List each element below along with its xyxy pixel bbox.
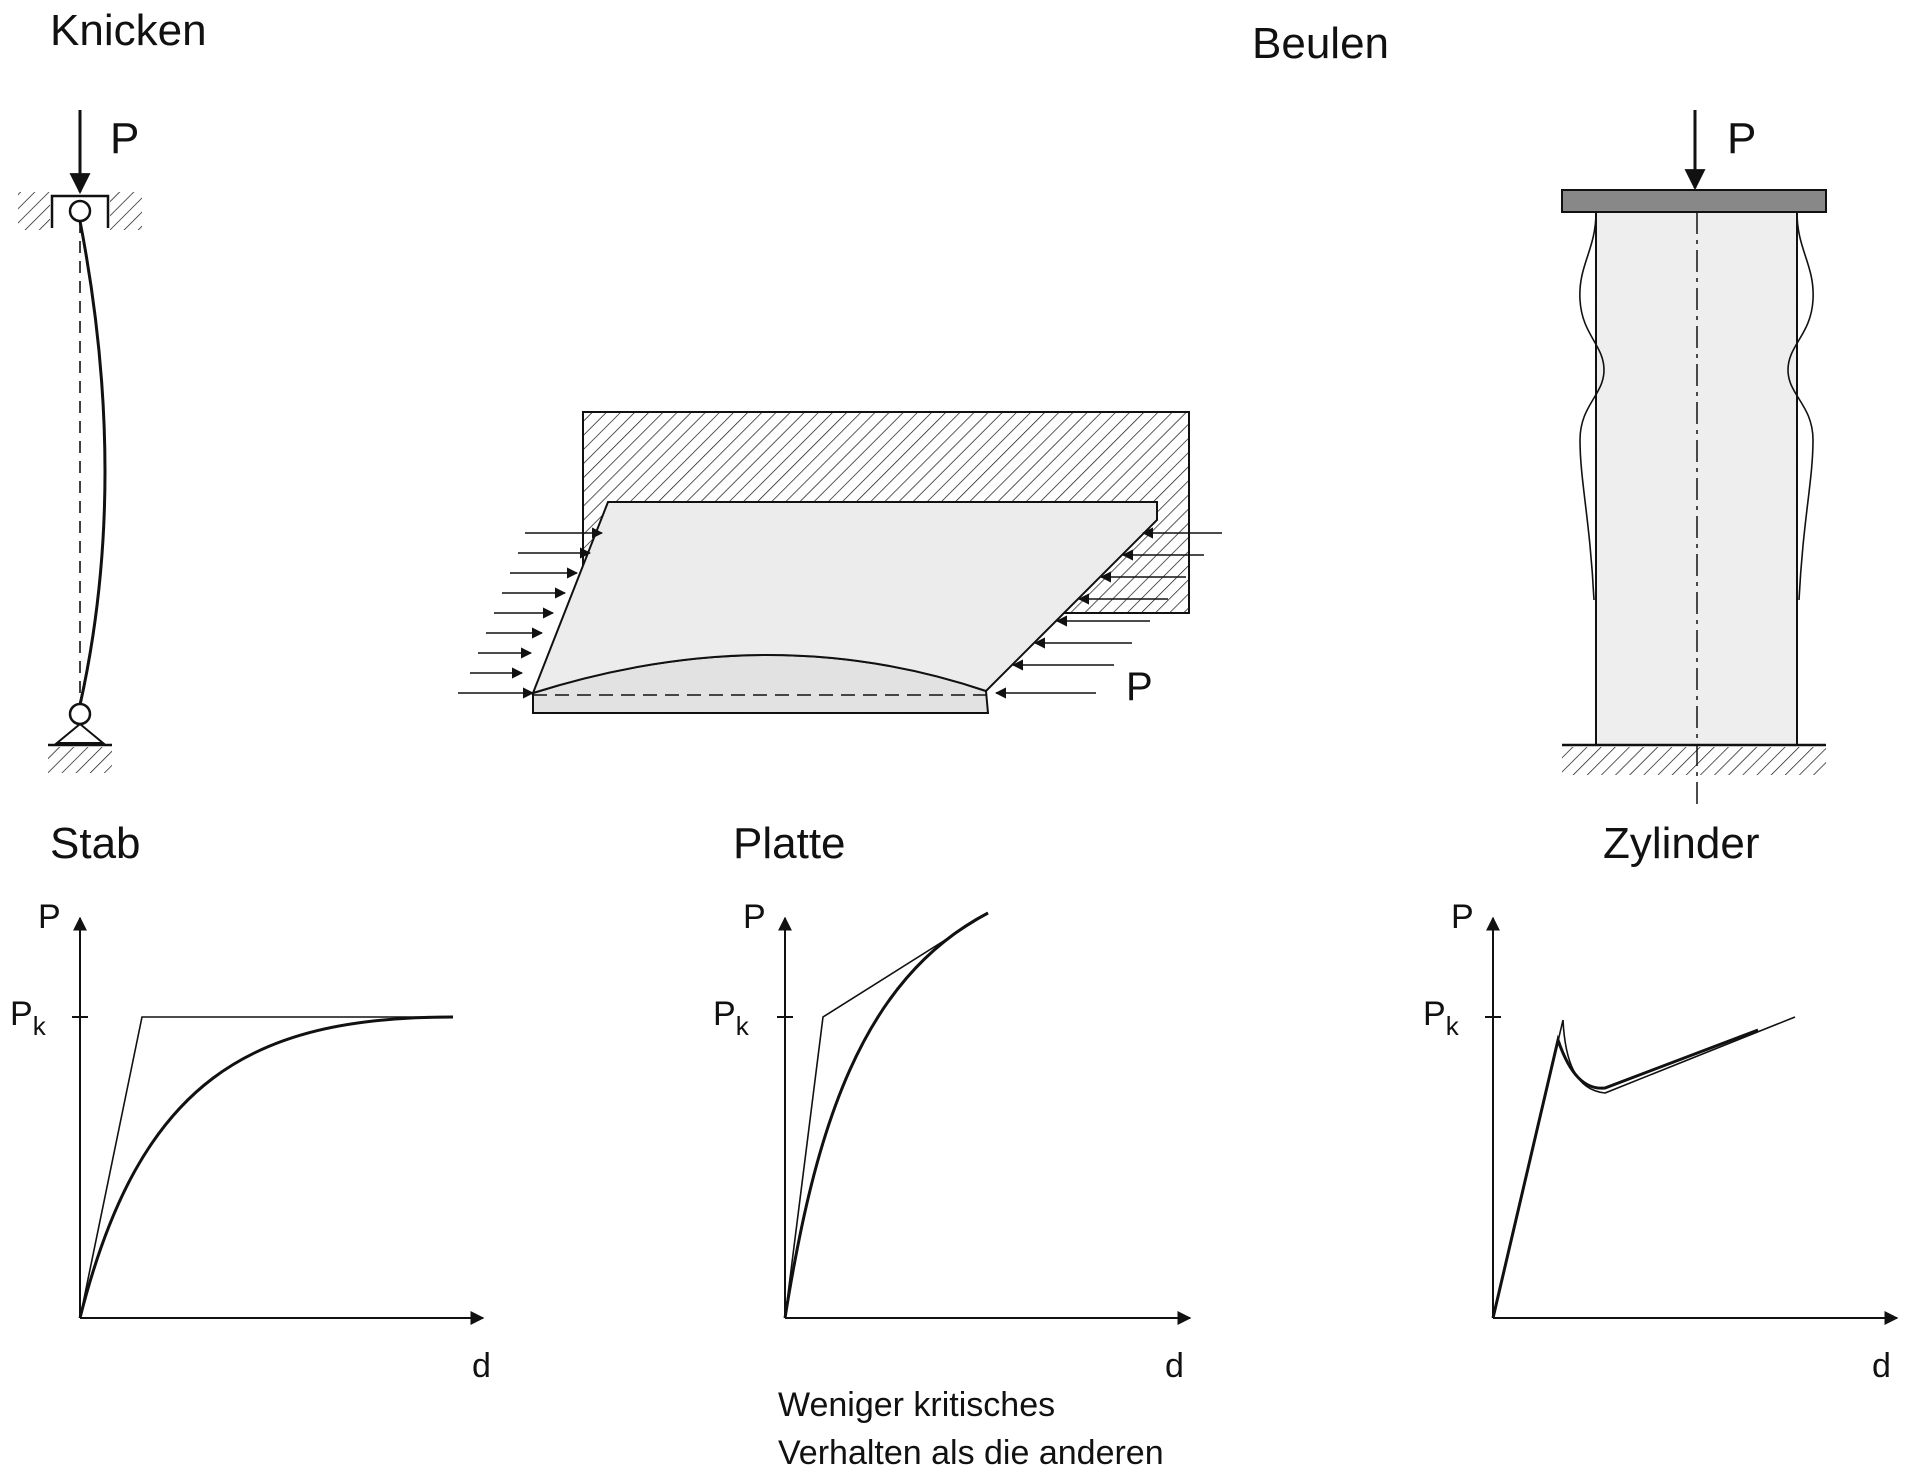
caption-stab: Stab: [50, 819, 141, 868]
graph-platte-y-axis-label: P: [743, 898, 766, 936]
graph-stab-y-axis-label: P: [38, 898, 61, 936]
header-beulen: Beulen: [1252, 19, 1389, 68]
caption-zylinder: Zylinder: [1603, 819, 1760, 868]
graph-zylinder-y-axis-label: P: [1451, 898, 1474, 936]
column-figure: P: [18, 110, 142, 773]
plate-load-label: P: [1126, 665, 1153, 709]
graph-zylinder: P Pk d: [1423, 898, 1899, 1385]
graph-stab-x-axis-label: d: [472, 1347, 491, 1385]
note-line-1: Weniger kritisches: [778, 1386, 1055, 1424]
graph-platte-x-axis-label: d: [1165, 1347, 1184, 1385]
column-load-label: P: [110, 114, 139, 163]
cylinder-figure: P: [1561, 110, 1827, 808]
graph-stab: P Pk d: [10, 898, 491, 1385]
graph-stab-pk-label: Pk: [10, 995, 47, 1041]
header-knicken: Knicken: [50, 6, 207, 55]
note-line-2: Verhalten als die anderen: [778, 1434, 1164, 1466]
graph-zylinder-pk-label: Pk: [1423, 995, 1460, 1041]
graph-platte: P Pk d: [713, 898, 1192, 1385]
caption-platte: Platte: [733, 819, 846, 868]
cylinder-load-label: P: [1727, 114, 1756, 163]
graph-platte-pk-label: Pk: [713, 995, 750, 1041]
plate-figure: P: [458, 411, 1222, 714]
graph-zylinder-x-axis-label: d: [1872, 1347, 1891, 1385]
